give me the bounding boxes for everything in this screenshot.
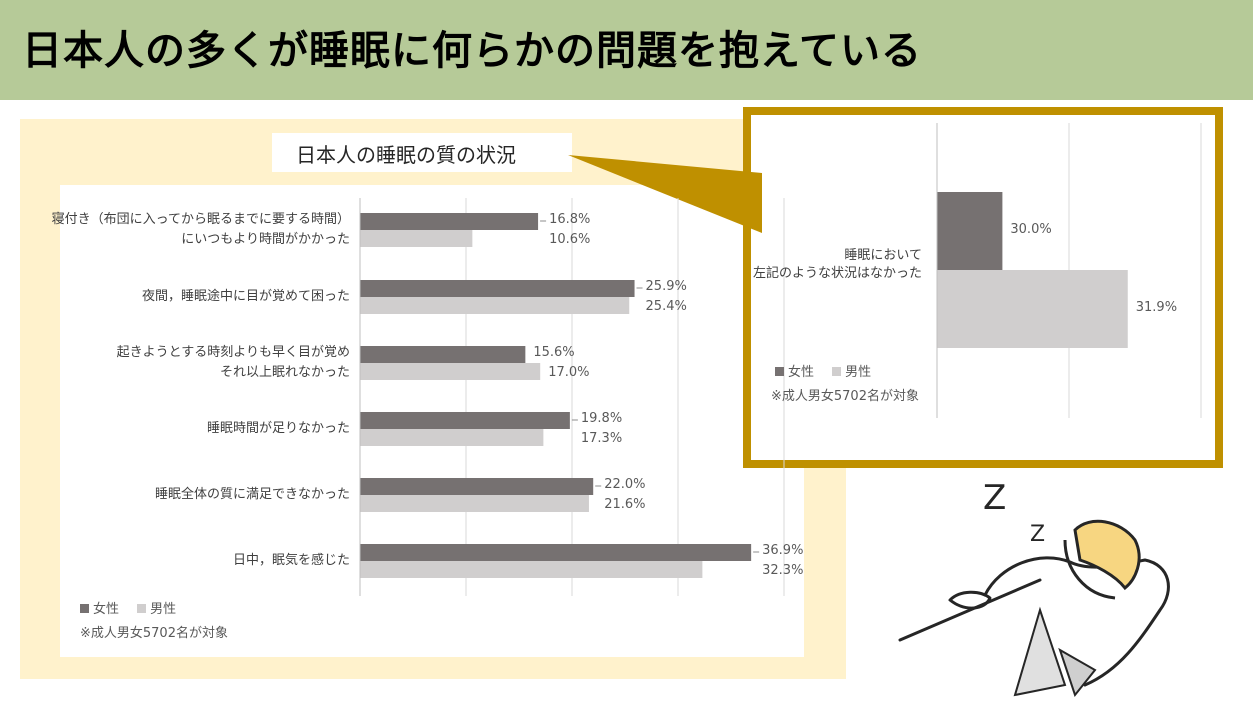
chart-title-box (272, 133, 572, 172)
value-label-male: 17.3% (580, 431, 623, 446)
inset-legend: 女性 男性 (775, 361, 885, 380)
inset-category-label: 左記のような状況はなかった (752, 266, 922, 281)
legend-swatch-female (80, 604, 89, 613)
legend-item-female: 女性 (80, 602, 119, 617)
bar-male (360, 230, 473, 247)
bar-female (360, 544, 752, 561)
legend-label-female: 女性 (93, 602, 120, 617)
chart-title: 日本人の睡眠の質の状況 (296, 143, 516, 167)
value-label-male: 25.4% (645, 299, 687, 314)
sleep-z-large: Z (983, 478, 1007, 518)
inset-value-label-female: 30.0% (1010, 222, 1052, 237)
illustration-blanket (1013, 606, 1067, 697)
illustration-hair (1073, 519, 1141, 591)
value-label-male: 21.6% (604, 497, 646, 512)
category-label: 睡眠全体の質に満足できなかった (154, 487, 350, 502)
category-label: 睡眠時間が足りなかった (206, 421, 350, 436)
inset-category-label: 睡眠において (844, 248, 922, 263)
header-banner: 日本人の多くが睡眠に何らかの問題を抱えている (0, 0, 1253, 100)
legend-swatch-male (137, 604, 147, 613)
value-label-female: 22.0% (604, 477, 646, 492)
inset-note: ※成人男女5702名が対象 (771, 389, 919, 404)
main-note: ※成人男女5702名が対象 (80, 626, 228, 641)
category-label: それ以上眠れなかった (219, 365, 350, 380)
inset-value-label-male: 31.9% (1135, 300, 1178, 315)
illustration-pillow (983, 556, 1170, 687)
illustration-hand (948, 590, 992, 610)
inset-bar-male (937, 270, 1128, 348)
value-label-male: 32.3% (762, 563, 804, 578)
bar-male (360, 429, 544, 446)
inset-legend-swatch-female (775, 367, 784, 376)
inset-legend-label-female: 女性 (788, 365, 815, 380)
illustration-arm-line (898, 578, 1042, 642)
category-label: 寝付き（布団に入ってから眠るまでに要する時間） (51, 212, 350, 227)
inset-legend-item-male: 男性 (832, 365, 871, 380)
category-label: にいつもより時間がかかった (181, 232, 350, 247)
bar-female (360, 213, 539, 230)
page-title: 日本人の多くが睡眠に何らかの問題を抱えている (22, 28, 922, 74)
bar-female (360, 412, 570, 429)
value-label-female: 19.8% (580, 411, 623, 426)
bar-male (360, 561, 703, 578)
bar-female (360, 280, 635, 297)
category-label: 日中，眠気を感じた (232, 553, 350, 568)
value-label-female: 25.9% (645, 279, 687, 294)
inset-legend-swatch-male (832, 367, 842, 376)
main-legend: 女性 男性 (80, 598, 190, 617)
legend-label-male: 男性 (150, 602, 177, 617)
value-label-male: 17.0% (548, 365, 590, 380)
callout-pointer (568, 155, 762, 233)
bar-female (360, 346, 526, 363)
sleep-z-small: Z (1030, 522, 1046, 547)
bar-male (360, 363, 541, 380)
value-label-female: 15.6% (533, 345, 575, 360)
inset-bar-female (937, 192, 1003, 270)
inset-legend-label-male: 男性 (845, 365, 872, 380)
illustration-blanket-fold (1058, 647, 1097, 698)
illustration-face (1063, 539, 1116, 600)
value-label-female: 16.8% (549, 212, 591, 227)
value-label-male: 10.6% (549, 232, 591, 247)
legend-item-male: 男性 (137, 602, 176, 617)
category-label: 起きようとする時刻よりも早く目が覚め (116, 345, 350, 360)
category-label: 夜間，睡眠途中に目が覚めて困った (141, 289, 350, 304)
sleeping-person-illustration (898, 519, 1170, 698)
bar-male (360, 495, 589, 512)
inset-legend-item-female: 女性 (775, 365, 814, 380)
value-label-female: 36.9% (762, 543, 804, 558)
bar-male (360, 297, 630, 314)
bar-female (360, 478, 594, 495)
